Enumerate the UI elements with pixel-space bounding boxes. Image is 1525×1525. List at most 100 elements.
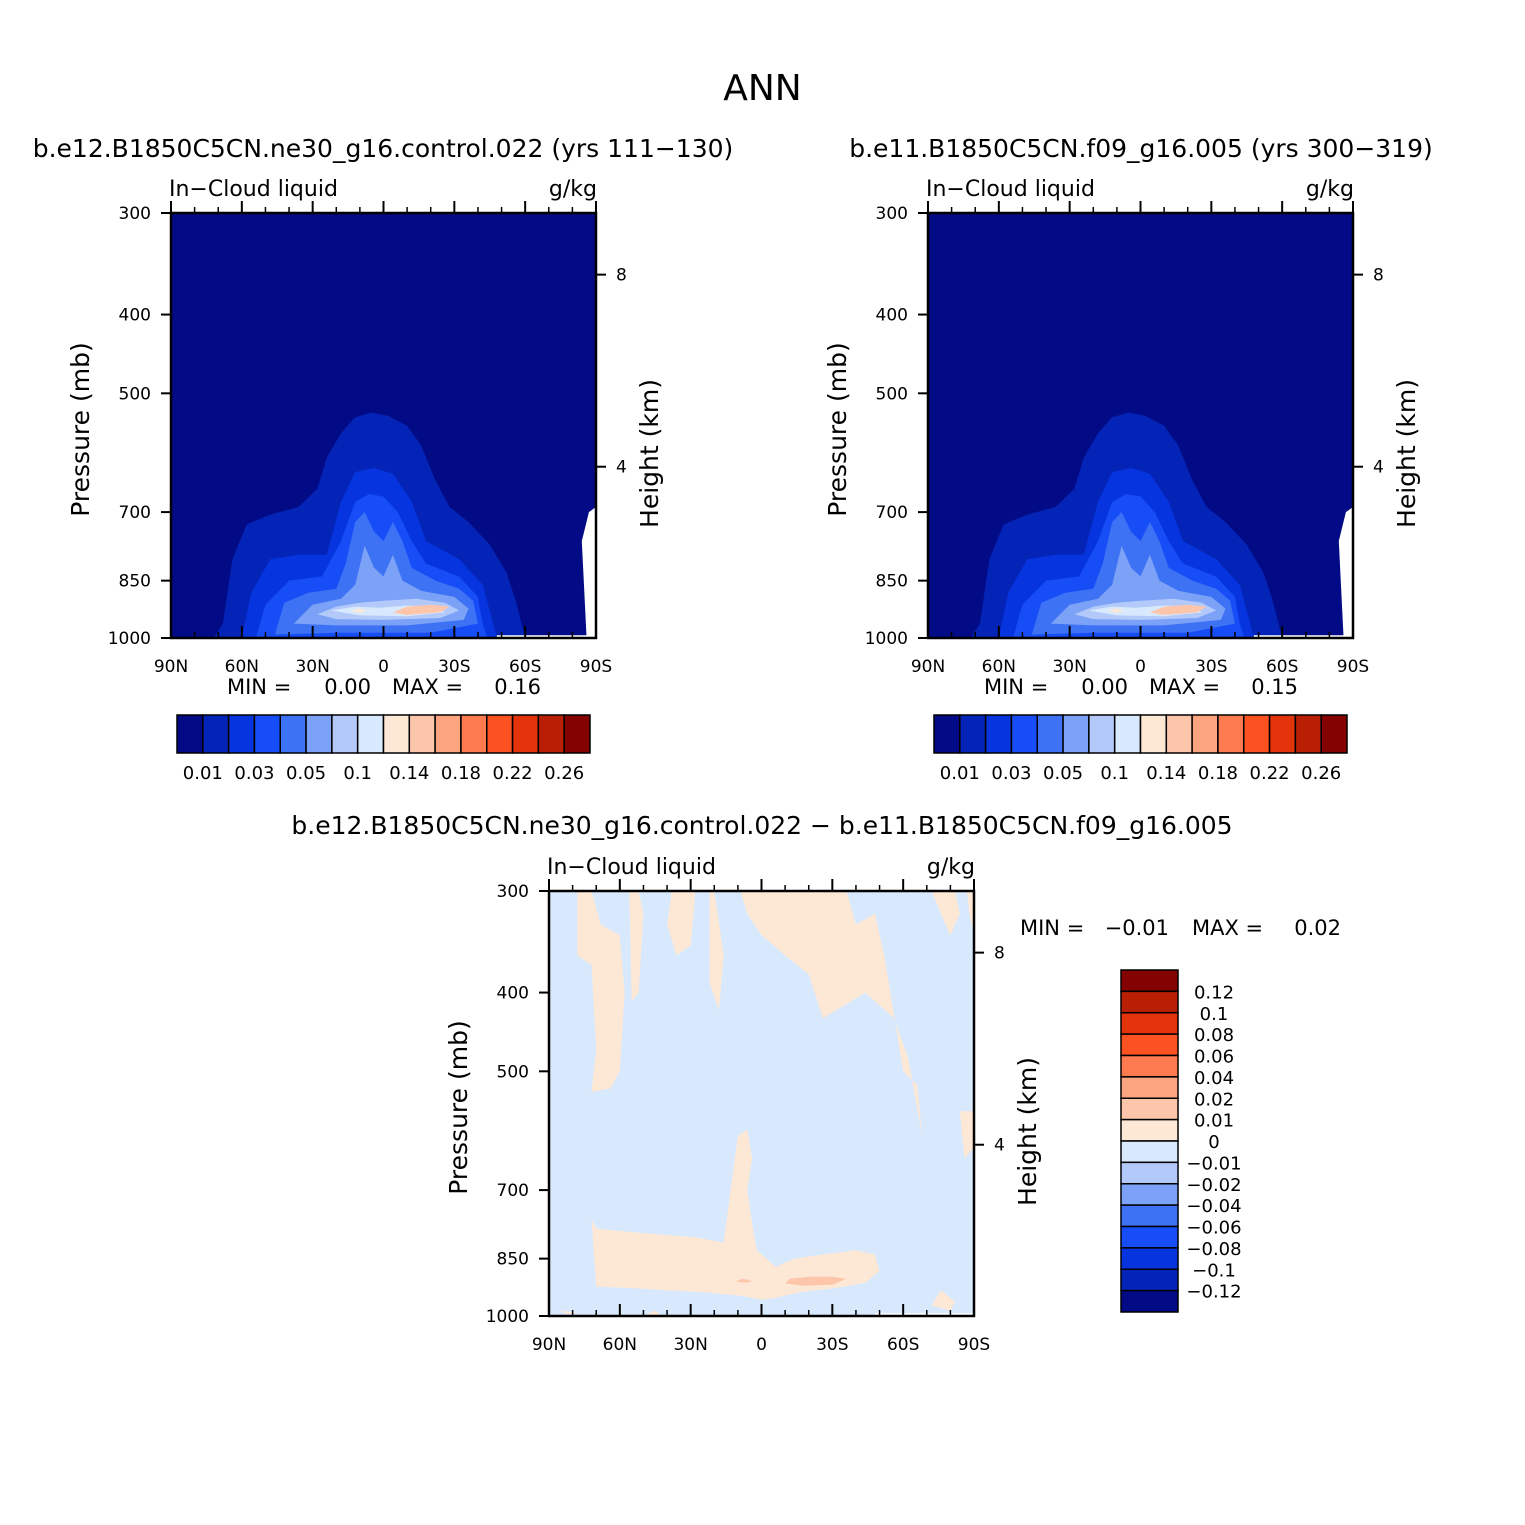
x-tick-label: 60S xyxy=(509,657,541,677)
contour-band-positive xyxy=(591,1129,880,1300)
colorbar-swatch xyxy=(1243,714,1271,754)
x-tick-label: 90S xyxy=(1337,657,1369,677)
colorbar: 0.01 0.03 0.05 0.1 0.14 0.18 0.22 0.26 xyxy=(176,714,591,784)
colorbar-swatch xyxy=(1165,714,1193,754)
y-tick-label: 300 xyxy=(876,204,908,224)
colorbar-swatch xyxy=(176,714,204,754)
contour-band-positive xyxy=(966,891,974,936)
y-tick-label: 300 xyxy=(497,882,529,902)
x-tick-label: 0 xyxy=(378,657,389,677)
colorbar-label: 0.03 xyxy=(991,763,1031,784)
colorbar-swatch xyxy=(537,714,565,754)
colorbar-swatch xyxy=(984,714,1013,754)
colorbar-swatch xyxy=(408,714,436,754)
colorbar-swatch xyxy=(1120,1012,1179,1035)
y-tick-label: 500 xyxy=(876,384,908,404)
colorbar-swatch xyxy=(1120,1161,1179,1185)
x-tick-label: 30N xyxy=(295,657,329,677)
contour-band-positive xyxy=(629,891,644,1002)
max-label: MAX = xyxy=(392,675,463,699)
colorbar-swatch xyxy=(253,714,281,754)
min-value: 0.00 xyxy=(1081,675,1128,699)
colorbar-swatch xyxy=(1139,714,1168,754)
colorbar-swatch xyxy=(1268,714,1297,754)
panel-subtitle-variable: In−Cloud liquid xyxy=(169,177,338,202)
colorbar: 0.120.10.080.060.040.020.010−0.01−0.02−0… xyxy=(1120,969,1242,1313)
missing-data xyxy=(1338,507,1353,638)
colorbar-label: 0.18 xyxy=(441,763,481,784)
colorbar-swatch xyxy=(434,714,462,754)
colorbar-label: 0.03 xyxy=(234,763,274,784)
contour-field xyxy=(928,213,1353,638)
colorbar-swatch xyxy=(305,714,333,754)
panel-title: b.e11.B1850C5CN.f09_g16.005 (yrs 300−319… xyxy=(849,134,1433,163)
colorbar-swatch xyxy=(1120,1076,1179,1099)
contour-field xyxy=(171,213,596,638)
contour-band-positive-peak xyxy=(785,1276,847,1286)
colorbar-swatch xyxy=(1010,714,1038,754)
y-tick-label: 850 xyxy=(497,1250,529,1270)
colorbar-label: 0.04 xyxy=(1194,1068,1234,1089)
x-tick-label: 0 xyxy=(1135,657,1146,677)
y2-axis-label: Height (km) xyxy=(1013,1057,1042,1206)
y2-tick-label: 8 xyxy=(616,266,627,286)
y-tick-label: 700 xyxy=(497,1181,529,1201)
x-tick-label: 0 xyxy=(756,1335,767,1355)
contour-band-positive xyxy=(931,891,960,936)
panel-title: b.e12.B1850C5CN.ne30_g16.control.022 (yr… xyxy=(33,134,734,163)
colorbar-swatch xyxy=(279,714,307,754)
min-label: MIN = xyxy=(227,675,291,699)
min-label: MIN = xyxy=(1020,916,1084,940)
y-axis-label: Pressure (mb) xyxy=(444,1020,473,1194)
colorbar-label: 0.08 xyxy=(1194,1025,1234,1046)
contour-band-positive xyxy=(740,891,923,1136)
colorbar-swatch xyxy=(1120,1268,1179,1292)
colorbar-swatch xyxy=(1120,969,1179,993)
colorbar-label: −0.02 xyxy=(1186,1175,1241,1196)
colorbar-label: −0.04 xyxy=(1186,1196,1241,1217)
contour-band-peak xyxy=(350,608,367,613)
x-tick-label: 30S xyxy=(438,657,470,677)
colorbar-swatch xyxy=(331,714,359,754)
colorbar-swatch xyxy=(1120,990,1179,1014)
colorbar-label: 0.01 xyxy=(1194,1111,1234,1132)
colorbar-label: −0.08 xyxy=(1186,1239,1241,1260)
colorbar-swatch xyxy=(460,714,488,754)
contour-band-peak xyxy=(1107,608,1124,613)
x-tick-label: 60N xyxy=(225,657,259,677)
colorbar-swatch xyxy=(1088,714,1116,754)
y-axis-label: Pressure (mb) xyxy=(823,342,852,516)
x-tick-label: 90N xyxy=(532,1335,566,1355)
colorbar-label: 0.26 xyxy=(1301,763,1341,784)
y-tick-label: 700 xyxy=(119,503,151,523)
colorbar-label: 0.1 xyxy=(343,763,372,784)
y2-axis-label: Height (km) xyxy=(635,379,664,528)
colorbar-swatch xyxy=(356,714,385,754)
panel-units: g/kg xyxy=(1306,177,1354,202)
colorbar-swatch xyxy=(1120,1140,1179,1164)
colorbar-swatch xyxy=(1120,1247,1179,1270)
colorbar-label: 0.14 xyxy=(389,763,429,784)
y-tick-label: 1000 xyxy=(865,629,908,649)
colorbar-swatch xyxy=(933,714,961,754)
panel-2: b.e11.B1850C5CN.f09_g16.005 (yrs 300−319… xyxy=(823,134,1433,784)
colorbar-label: 0.22 xyxy=(1250,763,1290,784)
colorbar-swatch xyxy=(227,714,256,754)
y-tick-label: 400 xyxy=(497,984,529,1004)
colorbar-label: 0.05 xyxy=(1043,763,1083,784)
x-tick-label: 30S xyxy=(816,1335,848,1355)
colorbar-label: 0.06 xyxy=(1194,1047,1234,1068)
colorbar-label: 0.02 xyxy=(1194,1089,1234,1110)
panel-units: g/kg xyxy=(927,855,975,880)
colorbar-swatch xyxy=(1120,1183,1179,1206)
colorbar-label: −0.1 xyxy=(1192,1260,1236,1281)
x-tick-label: 90S xyxy=(958,1335,990,1355)
max-value: 0.15 xyxy=(1251,675,1298,699)
x-tick-label: 90N xyxy=(911,657,945,677)
contour-band-positive xyxy=(577,891,625,1092)
colorbar-swatch xyxy=(1120,1289,1179,1313)
x-tick-label: 30N xyxy=(673,1335,707,1355)
colorbar-label: 0.01 xyxy=(940,763,980,784)
min-label: MIN = xyxy=(984,675,1048,699)
